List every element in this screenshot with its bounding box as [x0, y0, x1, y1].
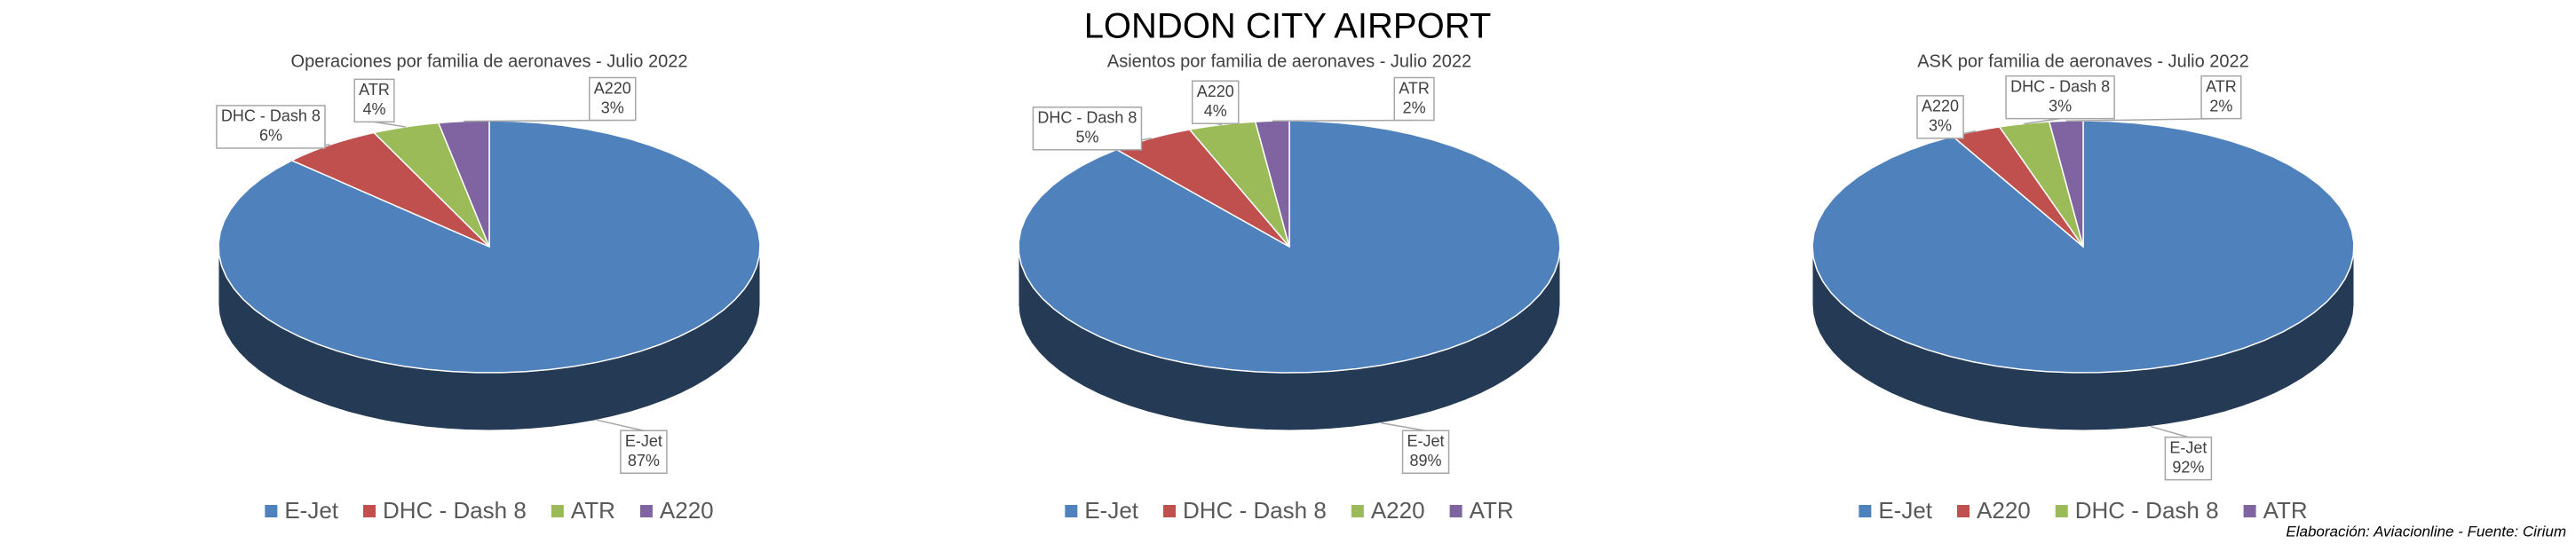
leader-line [1272, 119, 1415, 122]
data-label: 5% [1075, 129, 1098, 146]
legend-swatch [1957, 505, 1970, 517]
label-name: A220 [1197, 83, 1234, 100]
leader-line [596, 419, 645, 431]
data-label: 4% [362, 100, 385, 118]
label-box [353, 78, 395, 123]
legend-swatch [1163, 505, 1177, 517]
data-label: 92% [2172, 458, 2204, 476]
legend-label: DHC - Dash 8 [383, 497, 527, 524]
label-box [1916, 95, 1964, 139]
data-label: 3% [601, 99, 624, 116]
label-box [588, 76, 637, 122]
data-label: 4% [1204, 102, 1227, 120]
label-name: E-Jet [1407, 432, 1445, 450]
legend-label: E-Jet [284, 497, 338, 524]
leader-line [1381, 422, 1426, 431]
legend-label: ATR [2263, 497, 2308, 524]
legend-label: A220 [660, 497, 714, 524]
label-name: A220 [594, 79, 631, 97]
pie [1811, 120, 2355, 431]
label-box [216, 105, 326, 149]
chart-title: ASK por familia de aeronaves - Julio 202… [1917, 51, 2249, 71]
label-name: E-Jet [625, 432, 662, 450]
data-label: 2% [1403, 99, 1426, 116]
legend-label: E-Jet [1878, 497, 1932, 524]
label-name: A220 [1922, 98, 1959, 115]
data-label: 2% [2209, 97, 2232, 114]
label-box [2164, 436, 2213, 481]
pie [218, 120, 761, 431]
label-box [1032, 106, 1143, 151]
legend-swatch [363, 505, 376, 517]
label-box [1393, 76, 1435, 122]
legend-swatch [1065, 505, 1078, 517]
data-label: 6% [259, 127, 282, 145]
leader-line [2024, 117, 2061, 125]
pie [1018, 120, 1561, 431]
legend-label: E-Jet [1084, 497, 1138, 524]
leader-line [374, 121, 406, 128]
leader-line [2065, 117, 2222, 122]
legend-label: ATR [1470, 497, 1514, 524]
legend-swatch [1449, 505, 1462, 517]
data-label: 3% [2049, 97, 2072, 114]
legend-swatch [2055, 505, 2068, 517]
legend-label: ATR [571, 497, 615, 524]
legend-label: DHC - Dash 8 [2075, 497, 2219, 524]
legend-swatch [1859, 505, 1872, 517]
legend-swatch [265, 505, 278, 517]
legend-swatch [551, 505, 564, 517]
label-name: ATR [1399, 79, 1430, 97]
source-note: Elaboración: Aviacionline - Fuente: Ciri… [2286, 523, 2566, 540]
data-label: 3% [1929, 117, 1952, 135]
leader-line [464, 119, 613, 122]
label-name: ATR [359, 81, 390, 99]
legend-label: A220 [1977, 497, 2031, 524]
label-box [1401, 430, 1450, 474]
label-box [2200, 75, 2242, 120]
label-name: DHC - Dash 8 [1037, 109, 1137, 127]
legend-label: DHC - Dash 8 [1183, 497, 1327, 524]
label-name: ATR [2206, 77, 2237, 95]
label-box [620, 430, 668, 474]
label-box [2005, 75, 2115, 120]
label-box [1191, 80, 1240, 124]
pie-slice [1188, 121, 1290, 248]
chart-title: Operaciones por familia de aeronaves - J… [291, 51, 688, 71]
data-label: 89% [1410, 452, 1442, 469]
legend-swatch [2243, 505, 2256, 517]
data-label: 87% [628, 452, 660, 469]
legend-label: A220 [1371, 497, 1425, 524]
pie-slice [372, 122, 490, 248]
page-title: LONDON CITY AIRPORT [1084, 7, 1492, 46]
leader-line [2150, 425, 2189, 438]
label-name: E-Jet [2169, 438, 2207, 456]
legend-swatch [639, 505, 653, 517]
label-name: DHC - Dash 8 [2010, 77, 2110, 95]
label-name: DHC - Dash 8 [221, 107, 321, 125]
chart-title: Asientos por familia de aeronaves - Juli… [1107, 51, 1471, 71]
legend-swatch [1351, 505, 1364, 517]
